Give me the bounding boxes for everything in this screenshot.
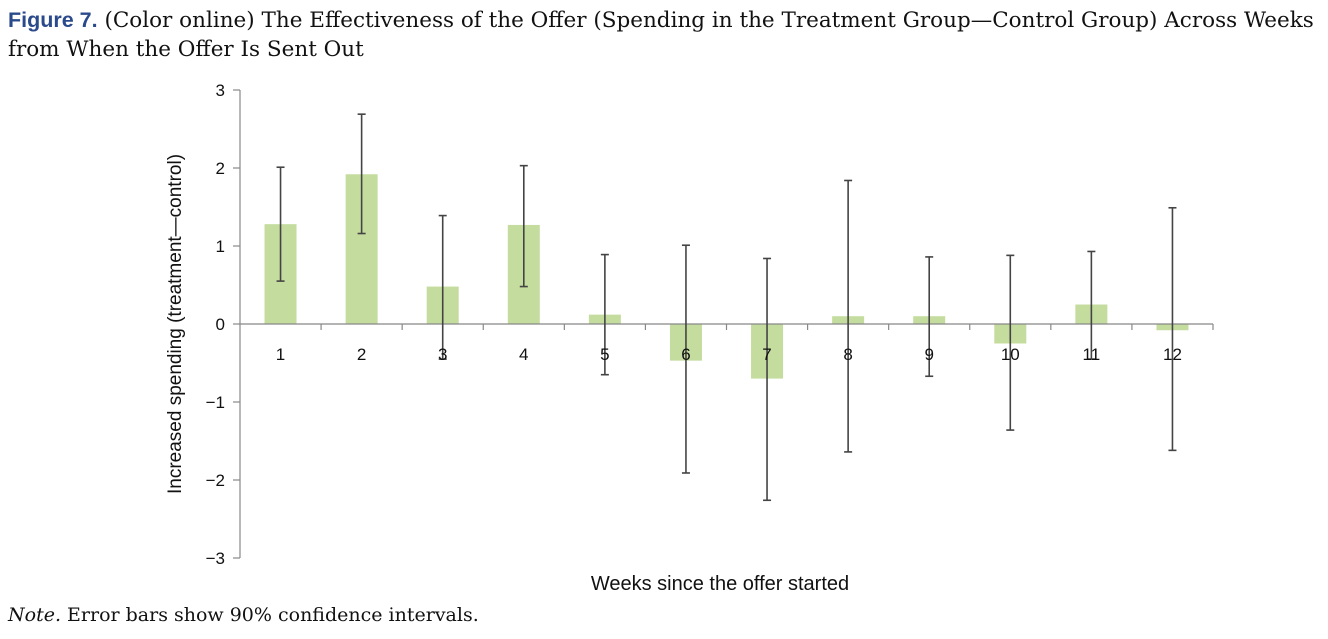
error-bar — [276, 166, 285, 282]
error-bar — [763, 257, 772, 502]
error-bar — [925, 256, 934, 378]
error-bar — [844, 179, 853, 453]
error-bar — [357, 113, 366, 235]
y-axis-label: Increased spending (treatment—control) — [165, 154, 186, 494]
y-axis: 3 2 1 0 −1 −2 −3 — [206, 81, 241, 568]
x-tick-label: 1 — [276, 345, 285, 364]
y-tick-label: −3 — [206, 549, 225, 568]
x-axis-label: Weeks since the offer started — [591, 573, 849, 595]
x-tick-label: 12 — [1163, 345, 1182, 364]
y-tick-label: 3 — [216, 81, 225, 100]
error-bar — [519, 164, 528, 288]
y-tick-label: −2 — [206, 471, 225, 490]
y-tick-label: 2 — [216, 159, 225, 178]
error-bar — [1168, 206, 1177, 452]
error-bar — [1087, 250, 1096, 360]
x-tick-label: 7 — [762, 345, 771, 364]
x-tick-label: 9 — [924, 345, 933, 364]
y-tick-label: 1 — [216, 237, 225, 256]
error-bar — [600, 253, 609, 376]
error-bar — [438, 214, 447, 360]
error-bars — [276, 113, 1177, 502]
x-tick-label: 11 — [1083, 345, 1101, 364]
y-tick-label: 0 — [216, 315, 225, 334]
error-bar — [1006, 254, 1015, 431]
figure-label: Figure 7. — [8, 8, 98, 32]
x-axis — [240, 323, 1214, 330]
x-tick-label: 5 — [600, 345, 609, 364]
y-tick-label: −1 — [206, 393, 225, 412]
x-tick-label: 8 — [843, 345, 852, 364]
figure-note: Note. Error bars show 90% confidence int… — [8, 604, 479, 626]
x-tick-label: 2 — [357, 345, 366, 364]
error-bar — [681, 244, 690, 474]
figure-caption: Figure 7. (Color online) The Effectivene… — [8, 6, 1320, 64]
note-text: Error bars show 90% confidence intervals… — [67, 604, 479, 626]
x-tick-label: 4 — [519, 345, 528, 364]
x-tick-label: 6 — [681, 345, 690, 364]
x-tick-label: 10 — [1001, 345, 1020, 364]
x-tick-labels: 1 2 3 4 5 6 7 8 9 10 11 12 — [276, 345, 1182, 364]
note-label: Note. — [8, 604, 61, 626]
bars — [264, 174, 1189, 379]
figure-caption-text: (Color online) The Effectiveness of the … — [8, 8, 1314, 62]
x-tick-label: 3 — [438, 345, 447, 364]
